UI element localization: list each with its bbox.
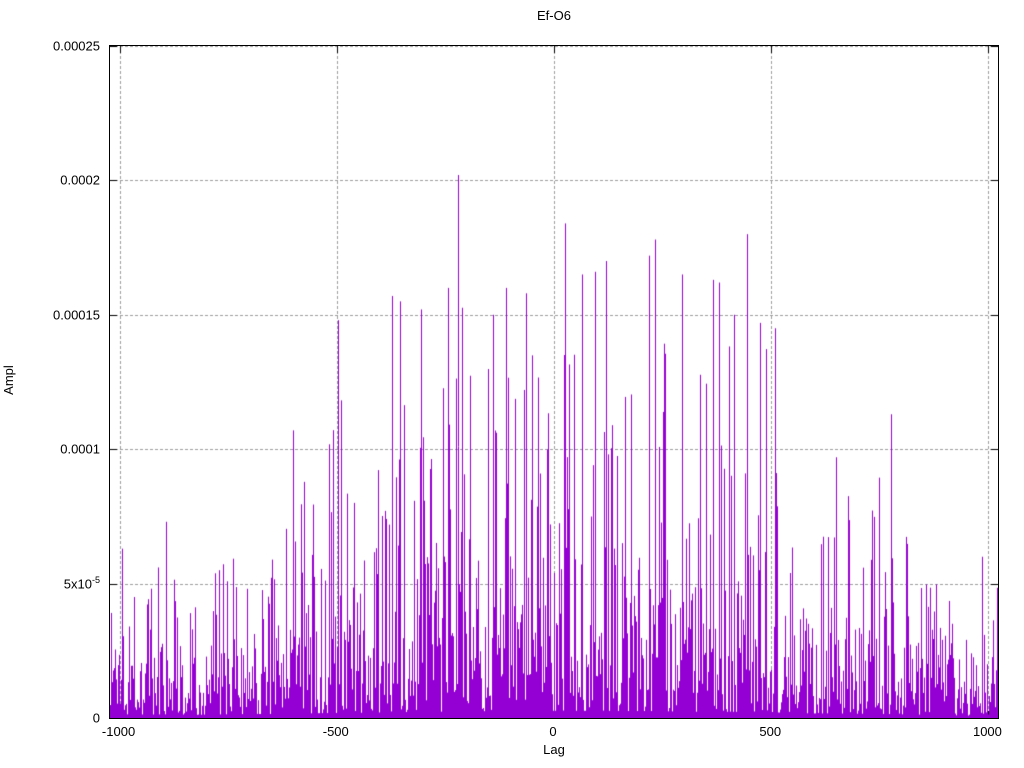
x-tick-label: 500 (759, 724, 782, 739)
y-tick-label: 0.0001 (60, 441, 100, 457)
plot-area (109, 45, 999, 719)
y-tick-label: 0 (92, 710, 100, 726)
x-tick-label: 0 (549, 724, 557, 739)
y-tick-label: 0.00015 (53, 307, 100, 323)
chart-title: Ef-O6 (537, 8, 571, 23)
y-tick-label: 0.0002 (60, 172, 100, 188)
x-tick-label: 1000 (972, 724, 1002, 739)
y-tick-label: 0.00025 (53, 38, 100, 54)
x-tick-label: -500 (322, 724, 349, 739)
x-axis-label: Lag (543, 742, 565, 757)
y-axis-label: Ampl (1, 365, 16, 395)
y-tick-label: 5x10-5 (63, 574, 100, 591)
plot-canvas (110, 46, 998, 718)
x-tick-label: -1000 (101, 724, 136, 739)
